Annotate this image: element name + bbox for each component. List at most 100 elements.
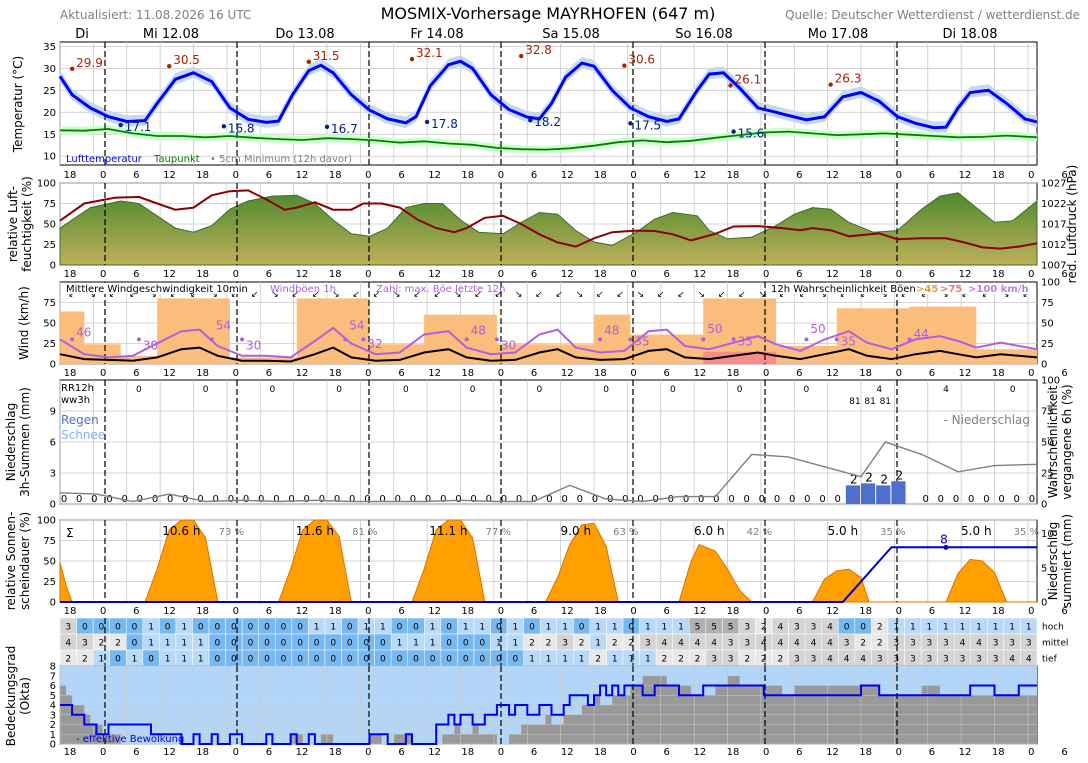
- hour-tick-label: 6: [531, 368, 537, 379]
- zero-precip-label: 0: [592, 494, 598, 505]
- y-tick-label: 35: [43, 42, 56, 53]
- rr12h-value: 0: [603, 385, 609, 395]
- wind-direction-arrow: ↙: [799, 290, 807, 300]
- cloud-layer-value: 1: [678, 623, 684, 633]
- hour-tick-label: 6: [664, 269, 670, 280]
- zero-precip-label: 0: [455, 494, 461, 505]
- cloud-layer-value: 1: [380, 623, 386, 633]
- cloud-layer-value: 4: [960, 639, 966, 649]
- temperature-extreme-marker: [828, 82, 833, 87]
- wind-direction-arrow: ↘: [271, 290, 279, 300]
- zero-precip-label: 0: [1029, 494, 1035, 505]
- zero-precip-label: 0: [470, 494, 476, 505]
- hour-tick-label: 18: [594, 368, 607, 379]
- hour-tick-label: 0: [365, 606, 371, 617]
- zero-precip-label: 0: [561, 494, 567, 505]
- cloud-layer-value: 5: [695, 623, 701, 633]
- day-label: So 16.08: [675, 27, 733, 42]
- hour-tick-label: 0: [365, 747, 371, 758]
- cloud-layer-value: 0: [314, 655, 320, 665]
- hour-tick-label: 0: [1028, 170, 1034, 181]
- cloud-layer-value: 0: [314, 639, 320, 649]
- hour-tick-label: 12: [296, 269, 309, 280]
- precipitation-probability-line: [59, 441, 1038, 503]
- hour-tick-label: 0: [498, 606, 504, 617]
- cloud-layer-value: 0: [363, 655, 369, 665]
- gust-max-label: 30: [246, 338, 261, 352]
- pressure-tick-label: 1012: [1041, 240, 1066, 251]
- cloud-layer-value: 1: [463, 623, 469, 633]
- cloud-layer-value: 3: [811, 655, 817, 665]
- cloud-layer-value: 1: [612, 655, 618, 665]
- cloud-layer-value: 3: [926, 655, 932, 665]
- zero-precip-label: 0: [228, 494, 234, 505]
- temperature-extreme-marker: [518, 53, 524, 59]
- cloud-layer-value: 0: [579, 623, 585, 633]
- temperature-extreme-marker: [409, 56, 415, 62]
- cloud-layer-value: 1: [595, 623, 601, 633]
- temperature-extreme-marker: [728, 83, 733, 88]
- hour-tick-label: 6: [929, 747, 935, 758]
- cloud-layer-value: 0: [496, 655, 502, 665]
- temperature-extreme-marker: [528, 117, 533, 123]
- hour-tick-label: 12: [561, 606, 574, 617]
- cloud-layer-value: 3: [645, 639, 651, 649]
- hour-tick-label: 0: [498, 747, 504, 758]
- y-tick-label: 3: [50, 710, 56, 721]
- legend-dewpoint: Taupunkt: [153, 154, 200, 165]
- gust-max-marker: [494, 337, 499, 342]
- gust-threshold-100: >100 km/h: [968, 284, 1029, 295]
- cloud-layer-value: 1: [165, 639, 171, 649]
- hour-tick-label: 12: [826, 606, 839, 617]
- sunshine-percent-label: 77 %: [486, 527, 511, 538]
- cloud-layer-value: 1: [546, 623, 552, 633]
- zero-precip-label: 0: [713, 494, 719, 505]
- wind-direction-arrow: ↘: [332, 290, 340, 300]
- zero-precip-label: 0: [486, 494, 492, 505]
- zero-precip-label: 0: [938, 494, 944, 505]
- max-temperature-label: 26.3: [835, 72, 862, 86]
- temperature-extreme-marker: [167, 63, 172, 69]
- cloud-layer-value: 0: [496, 623, 502, 633]
- humidity-pressure-panel: 0 25 50 75 100 1007 1012 1017 1022 1027 relative L…: [6, 165, 1079, 284]
- zero-precip-label: 0: [61, 494, 67, 505]
- wind-direction-arrow: ↙: [677, 290, 685, 300]
- summed-precipitation-label: 8: [940, 532, 948, 546]
- hour-tick-label: 0: [365, 368, 371, 379]
- wind-direction-arrow: ↘: [819, 290, 827, 300]
- cloud-layer-value: 1: [198, 639, 204, 649]
- temperature-extreme-marker: [622, 63, 627, 68]
- hour-tick-label: 6: [1061, 170, 1067, 181]
- cloud-layer-value: 3: [910, 639, 916, 649]
- hour-tick-label: 6: [531, 170, 537, 181]
- pressure-tick-label: 1007: [1041, 261, 1066, 272]
- gust-max-marker: [136, 337, 141, 342]
- hour-tick-label: 6: [929, 368, 935, 379]
- cloud-layer-value: 0: [132, 639, 138, 649]
- cloud-layer-value: 0: [297, 655, 303, 665]
- cloud-layer-value: 0: [231, 655, 237, 665]
- hour-tick-label: 18: [461, 269, 474, 280]
- hour-tick-label: 18: [727, 747, 740, 758]
- cloud-layer-value: 0: [330, 639, 336, 649]
- hour-tick-label: 0: [763, 170, 769, 181]
- hour-tick-label: 0: [896, 269, 902, 280]
- hour-tick-label: 18: [859, 747, 872, 758]
- y-tick-label: 25: [43, 339, 56, 350]
- wind-direction-arrow: ↘: [576, 290, 584, 300]
- probability-tick-label: 0: [1041, 500, 1047, 511]
- cloud-layer-value: 0: [397, 623, 403, 633]
- cloud-layer-value: 0: [231, 639, 237, 649]
- hour-tick-label: 12: [959, 368, 972, 379]
- cloud-layer-value: 1: [181, 639, 187, 649]
- hour-tick-label: 0: [100, 170, 106, 181]
- cloud-layer-value: 3: [910, 655, 916, 665]
- hour-tick-label: 6: [398, 747, 404, 758]
- sunshine-percent-label: 73 %: [219, 527, 244, 538]
- gust-max-label: 48: [604, 324, 619, 338]
- hour-tick-label: 18: [461, 368, 474, 379]
- hour-tick-label: 18: [727, 606, 740, 617]
- cloud-layer-value: 1: [943, 623, 949, 633]
- y-tick-label: 0: [50, 360, 56, 371]
